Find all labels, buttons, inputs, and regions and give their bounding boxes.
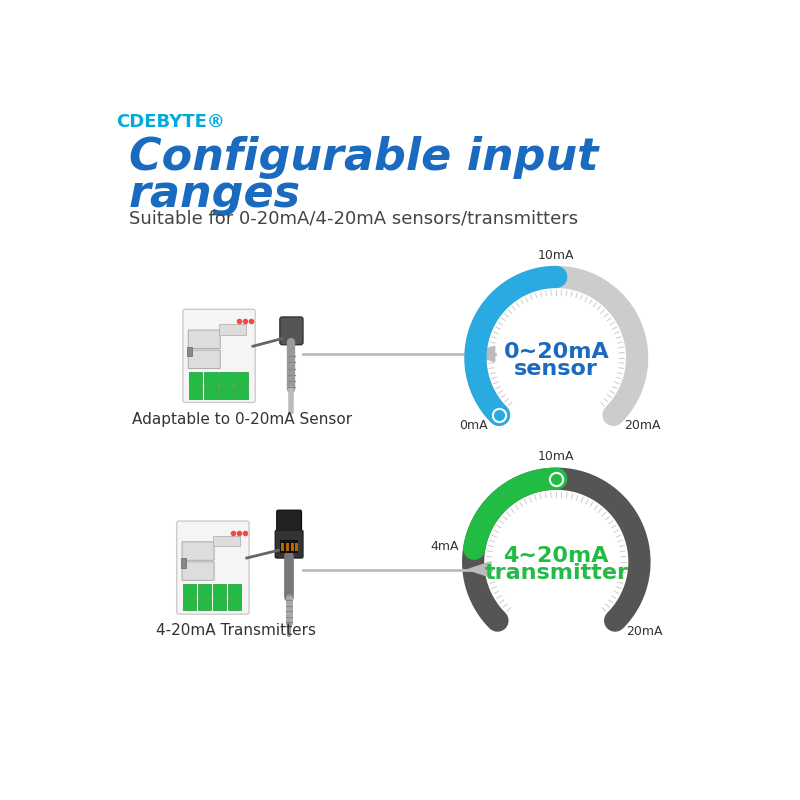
FancyBboxPatch shape — [277, 510, 302, 533]
Text: transmitter: transmitter — [484, 562, 628, 582]
Polygon shape — [472, 346, 494, 362]
Bar — [189, 386, 202, 398]
Text: ranges: ranges — [129, 173, 301, 216]
Bar — [198, 584, 211, 597]
Text: CDEBYTE®: CDEBYTE® — [116, 113, 225, 131]
Bar — [183, 584, 196, 597]
Text: sensor: sensor — [514, 358, 598, 378]
Bar — [234, 386, 247, 398]
Bar — [228, 584, 242, 597]
Text: Suitable for 0-20mA/4-20mA sensors/transmitters: Suitable for 0-20mA/4-20mA sensors/trans… — [129, 210, 578, 228]
Polygon shape — [468, 562, 491, 578]
Text: 4-20mA Transmitters: 4-20mA Transmitters — [156, 623, 316, 638]
Bar — [286, 543, 289, 551]
FancyBboxPatch shape — [182, 562, 214, 580]
FancyBboxPatch shape — [280, 317, 303, 345]
Bar — [213, 598, 226, 610]
Bar — [213, 536, 240, 546]
Bar — [295, 543, 298, 551]
Bar — [280, 540, 298, 553]
Text: 0mA: 0mA — [460, 419, 488, 432]
Bar — [228, 598, 242, 610]
Bar — [234, 373, 247, 385]
Bar — [219, 386, 233, 398]
Bar — [204, 386, 218, 398]
Text: Adaptable to 0-20mA Sensor: Adaptable to 0-20mA Sensor — [132, 412, 352, 426]
Text: 20mA: 20mA — [626, 625, 662, 638]
Text: 4mA: 4mA — [430, 540, 459, 553]
Bar — [219, 373, 233, 385]
FancyBboxPatch shape — [188, 350, 220, 369]
FancyBboxPatch shape — [182, 542, 214, 560]
Bar — [198, 598, 211, 610]
FancyBboxPatch shape — [275, 530, 303, 558]
Bar — [204, 373, 218, 385]
Text: 4~20mA: 4~20mA — [503, 546, 609, 566]
Bar — [186, 346, 192, 356]
FancyBboxPatch shape — [183, 310, 255, 402]
Text: 20mA: 20mA — [624, 419, 661, 432]
Text: 0~20mA: 0~20mA — [503, 342, 609, 362]
Bar — [282, 543, 285, 551]
Text: Configurable input: Configurable input — [129, 136, 598, 179]
Text: 10mA: 10mA — [538, 249, 574, 262]
Bar — [290, 543, 294, 551]
Bar — [181, 558, 186, 568]
Bar — [213, 584, 226, 597]
FancyBboxPatch shape — [188, 330, 220, 349]
Bar — [189, 373, 202, 385]
Text: 10mA: 10mA — [538, 450, 574, 463]
Bar — [219, 324, 246, 334]
FancyBboxPatch shape — [177, 521, 249, 614]
Bar — [183, 598, 196, 610]
